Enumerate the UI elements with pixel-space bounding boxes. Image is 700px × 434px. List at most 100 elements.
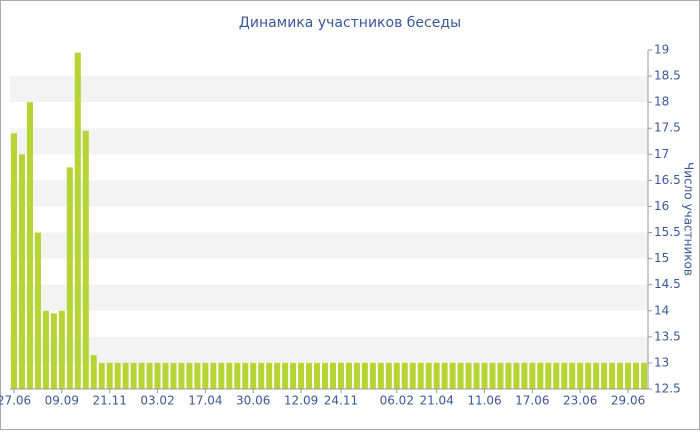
bar xyxy=(138,362,145,389)
bar xyxy=(497,362,504,389)
y-tick-label: 16.5 xyxy=(654,173,681,187)
grid-band xyxy=(10,284,648,311)
bar xyxy=(401,362,408,389)
bar xyxy=(529,362,536,389)
y-tick-label: 17 xyxy=(654,147,669,161)
bar xyxy=(210,362,217,389)
bar xyxy=(321,362,329,389)
bar xyxy=(425,362,432,389)
bar xyxy=(274,362,281,389)
x-tick-label: 03.02 xyxy=(140,394,174,408)
bar xyxy=(409,362,416,389)
y-tick-label: 16 xyxy=(654,199,669,213)
grid-band xyxy=(10,128,648,155)
x-tick-label: 29.06 xyxy=(611,394,645,408)
bar xyxy=(26,102,33,390)
x-tick-label: 06.02 xyxy=(380,394,414,408)
bar xyxy=(393,362,400,389)
x-tick-label: 23.06 xyxy=(563,394,597,408)
bar xyxy=(10,133,18,389)
bar xyxy=(593,362,600,389)
bar xyxy=(545,362,552,389)
x-tick-label: 11.06 xyxy=(467,394,501,408)
bar xyxy=(258,362,265,389)
bar xyxy=(449,362,456,389)
bar xyxy=(361,362,368,389)
x-tick-label: 24.11 xyxy=(324,394,358,408)
grid-band xyxy=(10,232,648,259)
x-tick-label: 09.09 xyxy=(45,394,79,408)
bar xyxy=(473,362,480,389)
y-tick-label: 13 xyxy=(654,355,669,369)
x-tick-label: 21.11 xyxy=(93,394,127,408)
bar xyxy=(585,362,592,389)
bar xyxy=(369,362,376,389)
bar xyxy=(314,362,321,389)
bar xyxy=(218,362,225,389)
bar xyxy=(186,362,193,389)
bar xyxy=(569,362,576,389)
bar xyxy=(489,362,496,389)
bar xyxy=(226,362,233,389)
bar xyxy=(282,362,289,389)
y-axis-label: Число участников xyxy=(682,162,696,276)
bar xyxy=(513,362,520,389)
bar xyxy=(633,362,640,389)
y-tick-label: 18.5 xyxy=(654,69,681,83)
bar xyxy=(345,362,352,389)
bar xyxy=(122,362,129,389)
bar xyxy=(433,362,440,389)
bar xyxy=(577,362,584,389)
bar xyxy=(537,362,544,389)
bar xyxy=(377,362,384,389)
bar xyxy=(290,362,297,389)
bar xyxy=(266,362,273,389)
bar xyxy=(417,362,424,389)
bar xyxy=(146,362,153,389)
bar xyxy=(170,362,177,389)
bar xyxy=(242,362,249,389)
bar xyxy=(298,362,305,389)
bar xyxy=(561,362,568,389)
grid-band xyxy=(10,180,648,207)
bar xyxy=(625,362,632,389)
bar xyxy=(234,362,241,389)
x-tick-label: 27.06 xyxy=(0,394,31,408)
y-tick-label: 13.5 xyxy=(654,329,681,343)
bar xyxy=(58,310,65,389)
bar xyxy=(385,362,392,389)
x-tick-label: 12.09 xyxy=(284,394,318,408)
y-tick-label: 14.5 xyxy=(654,277,681,291)
bar xyxy=(617,362,624,389)
bar xyxy=(98,362,105,389)
bar xyxy=(42,310,49,389)
grid-band xyxy=(10,76,648,103)
bar xyxy=(34,232,41,389)
y-tick-label: 18 xyxy=(654,95,669,109)
bar xyxy=(609,362,616,389)
bar xyxy=(90,355,97,389)
bar xyxy=(306,362,313,389)
x-tick-label: 17.06 xyxy=(515,394,549,408)
bar xyxy=(194,362,201,389)
bar xyxy=(640,362,648,389)
bar xyxy=(178,362,185,389)
bar xyxy=(154,362,161,389)
bar xyxy=(481,362,488,389)
bar xyxy=(521,362,528,389)
x-tick-label: 21.04 xyxy=(419,394,453,408)
bar xyxy=(441,362,448,389)
bar xyxy=(114,362,121,389)
grid-band xyxy=(10,336,648,363)
bar xyxy=(202,362,209,389)
bar xyxy=(74,52,81,389)
bar xyxy=(106,362,113,389)
bar xyxy=(457,362,464,389)
y-tick-label: 15.5 xyxy=(654,225,681,239)
bar xyxy=(465,362,472,389)
x-tick-label: 17.04 xyxy=(188,394,222,408)
bar xyxy=(329,362,337,389)
bar xyxy=(50,313,57,389)
y-tick-label: 12.5 xyxy=(654,382,681,396)
